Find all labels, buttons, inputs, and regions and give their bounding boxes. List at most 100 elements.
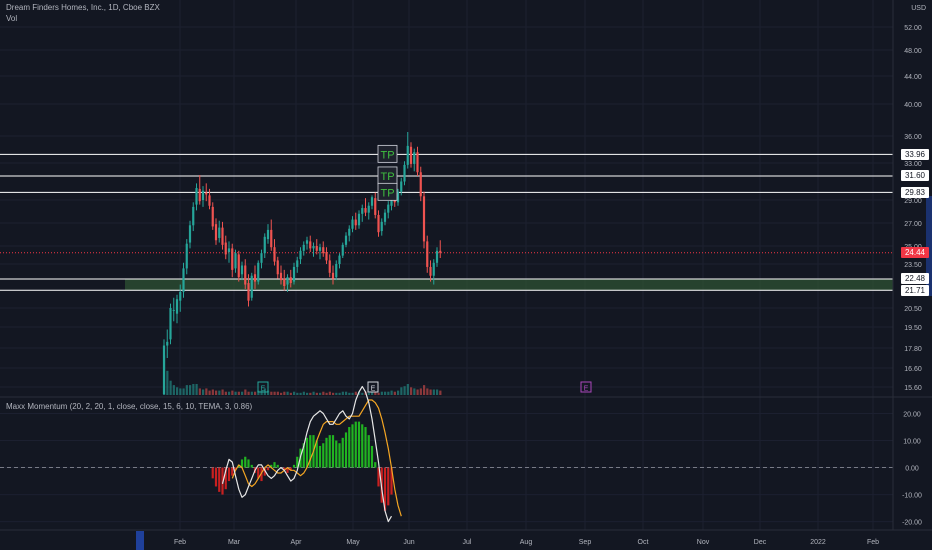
momentum-histogram-bar: [250, 464, 253, 468]
candle-body: [325, 252, 328, 261]
momentum-histogram-bar: [357, 421, 361, 468]
time-tick-label: Jul: [463, 539, 472, 546]
time-tick-label: Jun: [403, 539, 414, 546]
volume-bar: [423, 385, 426, 395]
volume-bar: [202, 389, 205, 395]
candle-body: [218, 227, 221, 238]
tp-marker-label: TP: [380, 171, 394, 183]
symbol-legend[interactable]: Dream Finders Homes, Inc., 1D, Cboe BZX: [6, 3, 160, 12]
momentum-histogram-bar: [289, 467, 292, 471]
candle-body: [348, 228, 351, 236]
candlestick-series[interactable]: [162, 132, 442, 395]
time-tick-label: Feb: [867, 539, 879, 546]
candle-body: [315, 246, 318, 251]
candle-body: [305, 240, 309, 244]
candle-body: [328, 260, 331, 273]
volume-bar: [195, 384, 198, 395]
price-tick-label: 33.00: [904, 161, 922, 168]
candle-body: [374, 198, 377, 215]
candle-body: [175, 299, 179, 314]
volume-bar: [260, 390, 263, 395]
volume-bar: [179, 388, 182, 395]
volume-bar: [400, 387, 403, 395]
volume-bar: [273, 391, 276, 395]
earnings-marker-box: [580, 381, 592, 393]
tp-marker-label: TP: [380, 187, 394, 199]
candle-body: [227, 248, 231, 252]
volume-bar: [380, 391, 383, 395]
level-price-tag: 33.96: [901, 148, 929, 160]
candle-body: [292, 266, 296, 282]
candle-body: [409, 146, 413, 164]
candle-body: [416, 152, 419, 173]
candle-body: [413, 152, 416, 164]
indicator-legend[interactable]: Maxx Momentum (20, 2, 20, 1, close, clos…: [6, 402, 253, 411]
time-tick-label: Sep: [579, 539, 592, 546]
candle-body: [338, 255, 341, 264]
volume-bar: [406, 384, 409, 395]
volume-bar: [371, 391, 374, 395]
candle-body: [247, 283, 250, 301]
candle-body: [289, 277, 292, 284]
grid-lines: [0, 0, 932, 530]
candle-body: [341, 244, 344, 256]
momentum-histogram-bar: [328, 435, 331, 468]
fast-signal-line: [221, 385, 393, 523]
volume-bar: [358, 391, 361, 395]
candle-body: [432, 262, 435, 276]
candle-body: [335, 264, 338, 278]
momentum-histogram-bar: [283, 467, 286, 471]
candle-body: [383, 212, 387, 222]
momentum-histogram-bar: [344, 432, 348, 468]
candle-body: [201, 190, 205, 200]
volume-bar: [166, 370, 169, 395]
earnings-marker-label: E: [584, 386, 589, 393]
volume-bar: [416, 389, 419, 395]
volume-bar: [182, 388, 185, 395]
momentum-histogram-bar: [273, 462, 276, 468]
candle-body: [237, 254, 240, 278]
volume-bar: [218, 390, 221, 395]
indicator-tick-label: -10.00: [902, 493, 922, 500]
momentum-histogram-bar: [302, 443, 305, 468]
candle-body: [296, 260, 299, 267]
volume-bar: [309, 392, 312, 395]
tp-markers[interactable]: TP TP TP: [377, 144, 398, 201]
candle-body: [231, 248, 234, 270]
candle-body: [396, 191, 400, 203]
indicator-tick-label: 20.00: [903, 412, 921, 419]
last-price-tag: 24.44: [901, 247, 929, 259]
volume-bar: [211, 389, 214, 395]
volume-bar: [426, 388, 429, 395]
candle-body: [344, 235, 348, 245]
time-axis-highlight: [136, 531, 144, 550]
tp-marker-box: [377, 144, 398, 163]
momentum-histogram-bar: [270, 464, 273, 468]
indicator-tick-label: -20.00: [902, 520, 922, 527]
volume-bar: [341, 391, 344, 395]
price-tick-label: 40.00: [904, 102, 922, 109]
momentum-histogram-bar: [335, 440, 338, 468]
candle-body: [273, 247, 276, 262]
volume-bar: [283, 391, 286, 395]
level-price-tag: 29.83: [901, 186, 929, 198]
candle-body: [205, 192, 208, 195]
horizontal-levels[interactable]: [0, 153, 893, 291]
candle-body: [367, 205, 370, 213]
volume-bar: [419, 388, 422, 395]
candle-body: [250, 275, 253, 298]
momentum-histogram-bar: [374, 462, 377, 468]
volume-bar: [436, 389, 439, 395]
volume-bar: [270, 391, 273, 395]
volume-legend[interactable]: Vol: [6, 14, 18, 23]
indicator-tick-label: 10.00: [903, 439, 921, 446]
volume-bar: [244, 389, 247, 395]
momentum-histogram-bar: [224, 467, 227, 490]
volume-bar: [354, 391, 357, 395]
indicator-pane[interactable]: [211, 385, 402, 523]
candle-body: [322, 247, 325, 254]
candle-body: [377, 214, 380, 233]
